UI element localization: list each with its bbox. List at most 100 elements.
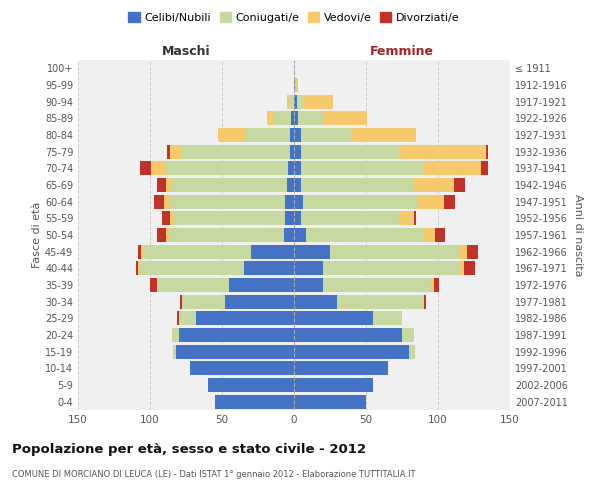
Bar — [170, 144, 182, 159]
Bar — [294, 194, 302, 209]
Bar — [424, 294, 427, 308]
Bar — [294, 378, 373, 392]
Bar — [294, 94, 297, 109]
Bar — [290, 144, 294, 159]
Bar — [225, 294, 294, 308]
Bar — [139, 261, 140, 276]
Bar — [178, 311, 179, 326]
Bar — [454, 178, 466, 192]
Bar — [294, 294, 337, 308]
Bar — [218, 128, 247, 142]
Bar — [301, 211, 399, 226]
Bar — [294, 261, 323, 276]
Bar — [302, 194, 418, 209]
Bar — [150, 278, 157, 292]
Bar — [157, 178, 166, 192]
Bar — [244, 261, 294, 276]
Bar — [166, 162, 288, 175]
Bar — [324, 112, 367, 126]
Bar — [286, 211, 294, 226]
Bar — [166, 178, 172, 192]
Bar — [294, 128, 301, 142]
Bar — [298, 112, 324, 126]
Bar — [172, 328, 179, 342]
Bar — [301, 128, 352, 142]
Bar — [288, 162, 294, 175]
Bar — [291, 112, 294, 126]
Bar — [140, 261, 244, 276]
Bar — [294, 162, 301, 175]
Bar — [170, 211, 173, 226]
Y-axis label: Anni di nascita: Anni di nascita — [573, 194, 583, 276]
Bar — [399, 211, 413, 226]
Bar — [294, 361, 388, 376]
Bar — [444, 194, 455, 209]
Legend: Celibi/Nubili, Coniugati/e, Vedovi/e, Divorziati/e: Celibi/Nubili, Coniugati/e, Vedovi/e, Di… — [124, 8, 464, 28]
Bar — [294, 394, 366, 409]
Bar — [179, 328, 294, 342]
Bar — [170, 194, 286, 209]
Bar — [294, 278, 323, 292]
Bar — [151, 162, 166, 175]
Bar — [337, 294, 424, 308]
Bar — [182, 144, 290, 159]
Text: Maschi: Maschi — [161, 44, 211, 58]
Bar — [247, 128, 290, 142]
Bar — [284, 228, 294, 242]
Bar — [294, 178, 301, 192]
Bar — [139, 244, 142, 259]
Bar — [196, 311, 294, 326]
Bar — [460, 244, 467, 259]
Bar — [274, 112, 291, 126]
Bar — [157, 228, 166, 242]
Bar — [467, 244, 478, 259]
Bar — [176, 344, 294, 359]
Bar — [294, 78, 295, 92]
Bar — [169, 228, 284, 242]
Bar — [287, 178, 294, 192]
Bar — [266, 112, 274, 126]
Bar — [136, 261, 139, 276]
Bar — [294, 112, 298, 126]
Bar — [373, 311, 402, 326]
Bar — [413, 178, 454, 192]
Bar — [287, 94, 290, 109]
Bar — [301, 162, 424, 175]
Bar — [323, 278, 431, 292]
Bar — [294, 344, 409, 359]
Bar — [294, 211, 301, 226]
Bar — [409, 344, 415, 359]
Bar — [166, 228, 169, 242]
Bar — [301, 178, 413, 192]
Bar — [208, 378, 294, 392]
Bar — [143, 244, 251, 259]
Bar — [172, 178, 287, 192]
Bar — [434, 278, 439, 292]
Bar — [294, 228, 305, 242]
Bar — [330, 244, 460, 259]
Bar — [295, 78, 298, 92]
Text: COMUNE DI MORCIANO DI LEUCA (LE) - Dati ISTAT 1° gennaio 2012 - Elaborazione TUT: COMUNE DI MORCIANO DI LEUCA (LE) - Dati … — [12, 470, 415, 479]
Text: Femmine: Femmine — [370, 44, 434, 58]
Bar — [294, 311, 373, 326]
Bar — [460, 261, 464, 276]
Bar — [424, 162, 481, 175]
Bar — [424, 228, 435, 242]
Bar — [161, 211, 170, 226]
Bar — [301, 144, 399, 159]
Bar — [464, 261, 475, 276]
Bar — [182, 294, 225, 308]
Bar — [173, 211, 286, 226]
Bar — [323, 261, 460, 276]
Bar — [413, 211, 416, 226]
Bar — [142, 244, 143, 259]
Bar — [154, 194, 164, 209]
Bar — [164, 194, 170, 209]
Bar — [431, 278, 434, 292]
Y-axis label: Fasce di età: Fasce di età — [32, 202, 42, 268]
Bar — [304, 94, 333, 109]
Bar — [251, 244, 294, 259]
Bar — [481, 162, 488, 175]
Bar — [229, 278, 294, 292]
Bar — [157, 278, 229, 292]
